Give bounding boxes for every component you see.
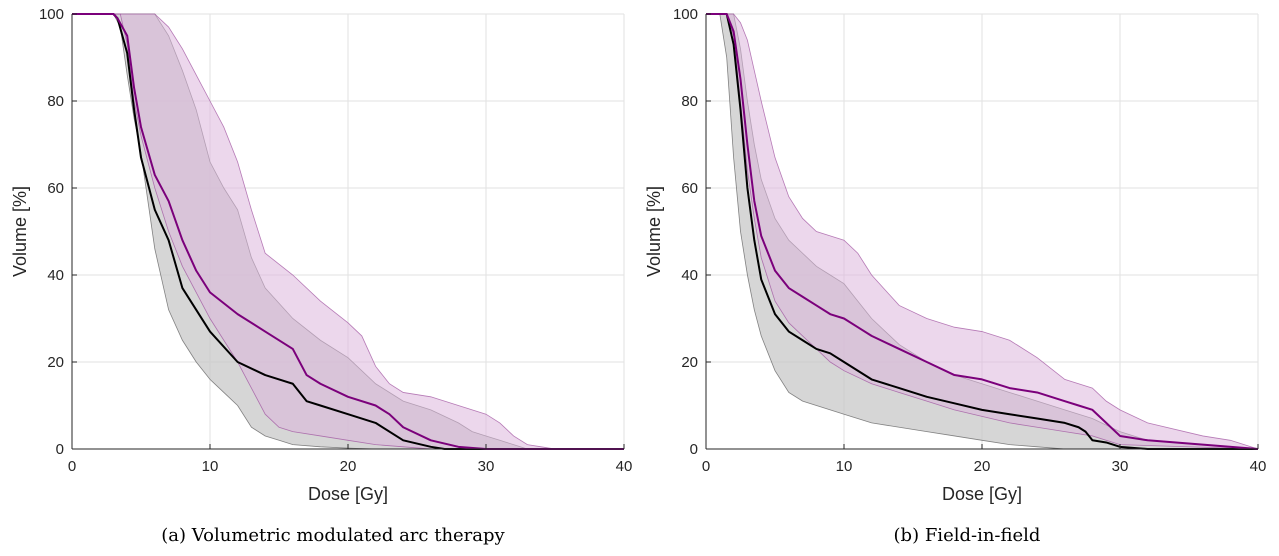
series-line-black [72, 13, 486, 450]
x-tick-label: 40 [616, 458, 633, 475]
x-tick-label: 30 [1112, 458, 1129, 475]
y-tick-label: 60 [47, 180, 64, 197]
band-black-range-lower-edge [706, 13, 1258, 450]
x-tick-label: 10 [836, 458, 853, 475]
y-tick-label: 0 [690, 441, 698, 458]
x-tick-label: 20 [974, 458, 991, 475]
y-tick-label: 40 [681, 267, 698, 284]
band-purple-range-upper-edge [706, 13, 1259, 450]
series-line-purple [72, 13, 624, 450]
y-tick-label: 80 [47, 93, 64, 110]
y-axis-label: Volume [%] [10, 186, 30, 277]
y-tick-label: 100 [673, 6, 698, 23]
x-axis-label: Dose [Gy] [942, 484, 1022, 504]
y-axis-label: Volume [%] [644, 186, 664, 277]
x-tick-label: 20 [340, 458, 357, 475]
y-tick-label: 40 [47, 267, 64, 284]
y-tick-label: 0 [56, 441, 64, 458]
x-tick-label: 10 [202, 458, 219, 475]
band-purple-range [72, 14, 624, 449]
figure-caption: (a) Volumetric modulated arc therapy [161, 525, 505, 546]
y-tick-label: 20 [681, 354, 698, 371]
y-tick-label: 20 [47, 354, 64, 371]
x-tick-label: 0 [68, 458, 76, 475]
chart-panel-fif: 0 10 20 30 40 0 20 40 60 80 100 Dose [Gy] Volume [%]… [644, 6, 1266, 546]
series-line-purple [706, 13, 1259, 450]
x-tick-label: 30 [478, 458, 495, 475]
x-axis-label: Dose [Gy] [308, 484, 388, 504]
band-purple-range [706, 14, 1258, 449]
x-tick-label: 40 [1250, 458, 1267, 475]
y-tick-label: 80 [681, 93, 698, 110]
y-tick-label: 100 [39, 6, 64, 23]
chart-panel-vmat: 0 10 20 30 40 0 20 40 60 80 100 Dose [Gy] Volume [%]… [10, 6, 632, 546]
figure-caption: (b) Field-in-field [894, 525, 1041, 546]
y-tick-label: 60 [681, 180, 698, 197]
band-black-range-lower-edge [72, 13, 624, 450]
series-line-black [706, 13, 1258, 450]
band-black-range [72, 14, 624, 449]
band-purple-range-upper-edge [72, 13, 624, 450]
band-purple-range-lower-edge [706, 13, 1259, 450]
x-tick-label: 0 [702, 458, 710, 475]
